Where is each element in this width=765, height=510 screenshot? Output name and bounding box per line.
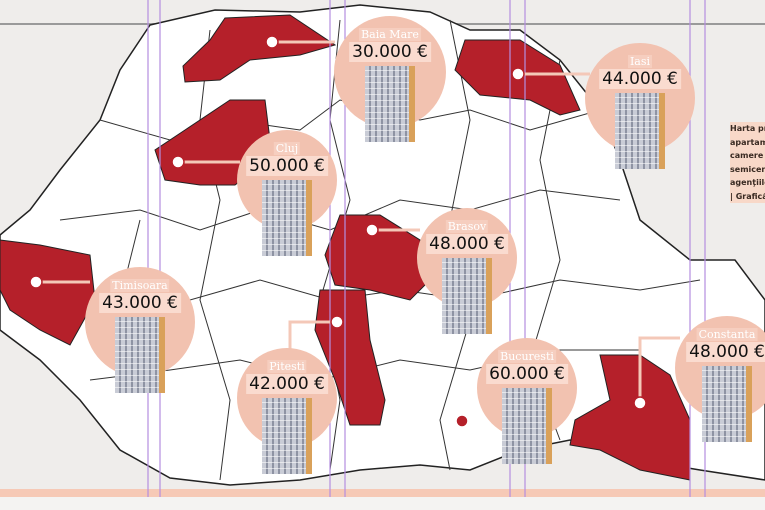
apartment-price: 50.000 € — [246, 156, 328, 176]
apartment-building-image — [115, 317, 165, 393]
footer-strip — [0, 497, 765, 510]
apartment-price: 48.000 € — [686, 342, 765, 362]
leader-lines — [29, 35, 680, 428]
city-marker — [330, 315, 344, 329]
side-note-line: agenţiilor — [730, 178, 765, 187]
leader-line — [288, 320, 337, 350]
side-note: Harta pre apartame camere si semicent agenţi… — [730, 122, 765, 203]
county-timis — [0, 239, 96, 346]
side-note-line: Harta pre — [730, 124, 765, 133]
side-note-line: semicent — [730, 164, 765, 174]
apartment-price: 43.000 € — [99, 293, 181, 313]
county-brasov — [324, 214, 431, 301]
city-marker — [633, 396, 647, 410]
city-name: Baia Mare — [359, 28, 421, 41]
bottom-band — [0, 489, 765, 497]
side-note-line: camere si — [730, 151, 765, 160]
city-name: Pitesti — [267, 360, 307, 373]
city-name: Brasov — [445, 220, 489, 233]
city-name: Iasi — [627, 55, 653, 68]
city-marker — [511, 67, 525, 81]
apartment-building-image — [442, 258, 492, 334]
city-marker — [455, 414, 469, 428]
side-note-line: | Grafică: — [730, 191, 765, 201]
side-note-line: apartame — [730, 137, 765, 147]
city-marker — [365, 223, 379, 237]
apartment-price: 60.000 € — [486, 364, 568, 384]
apartment-building-image — [615, 93, 665, 169]
leader-line — [638, 336, 680, 403]
county-constanta — [569, 354, 691, 481]
apartment-building-image — [262, 180, 312, 256]
apartment-building-image — [502, 388, 552, 464]
county-maramures — [182, 14, 337, 83]
city-name: Cluj — [273, 142, 301, 155]
apartment-price: 42.000 € — [246, 374, 328, 394]
city-marker — [29, 275, 43, 289]
city-name: Timisoara — [110, 279, 170, 292]
apartment-price: 44.000 € — [599, 69, 681, 89]
apartment-building-image — [365, 66, 415, 142]
apartment-building-image — [262, 398, 312, 474]
city-marker — [171, 155, 185, 169]
city-marker — [265, 35, 279, 49]
apartment-price: 48.000 € — [426, 234, 508, 254]
apartment-building-image — [702, 366, 752, 442]
city-name: Constanta — [696, 328, 758, 341]
city-name: Bucuresti — [498, 350, 556, 363]
apartment-price: 30.000 € — [349, 42, 431, 62]
